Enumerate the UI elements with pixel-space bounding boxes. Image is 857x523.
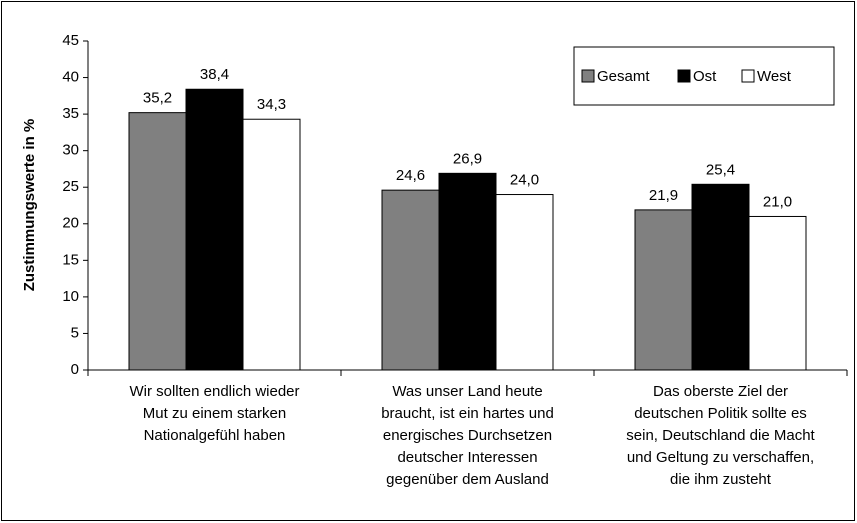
legend-swatch <box>741 69 755 83</box>
bar <box>242 118 301 371</box>
value-label: 26,9 <box>453 150 482 167</box>
value-label: 35,2 <box>143 90 172 107</box>
bar <box>634 209 693 371</box>
value-label: 24,6 <box>396 167 425 184</box>
legend-swatch <box>677 69 691 83</box>
bar <box>438 172 497 371</box>
value-label: 24,0 <box>510 172 539 189</box>
value-label: 38,4 <box>200 66 229 83</box>
legend-label: West <box>757 68 792 85</box>
y-tick-label: 10 <box>62 288 79 305</box>
bar <box>128 112 187 371</box>
y-axis-label: Zustimmungswerte in % <box>21 119 38 292</box>
x-tick-label: Das oberste Ziel der deutschen Politik s… <box>626 383 815 488</box>
bar <box>495 194 554 371</box>
y-tick-label: 25 <box>62 178 79 195</box>
x-tick-label: Wir sollten endlich wieder Mut zu einem … <box>129 383 300 444</box>
legend-label: Ost <box>693 68 717 85</box>
bar <box>185 88 244 371</box>
y-tick-label: 35 <box>62 105 79 122</box>
y-tick-label: 15 <box>62 251 79 268</box>
bar <box>748 215 807 371</box>
bar <box>381 189 440 371</box>
legend-box <box>573 46 835 106</box>
y-tick-label: 30 <box>62 142 79 159</box>
legend-label: Gesamt <box>597 68 650 85</box>
y-tick-label: 20 <box>62 215 79 232</box>
y-tick-label: 5 <box>71 324 79 341</box>
y-tick-label: 40 <box>62 69 79 86</box>
y-tick-label: 45 <box>62 32 79 49</box>
value-label: 34,3 <box>257 96 286 113</box>
bar <box>691 183 750 371</box>
value-label: 21,0 <box>763 193 792 210</box>
value-label: 25,4 <box>706 161 735 178</box>
y-tick-label: 0 <box>71 361 79 378</box>
x-tick-label: Was unser Land heute braucht, ist ein ha… <box>381 383 554 488</box>
legend-swatch <box>581 69 595 83</box>
value-label: 21,9 <box>649 187 678 204</box>
